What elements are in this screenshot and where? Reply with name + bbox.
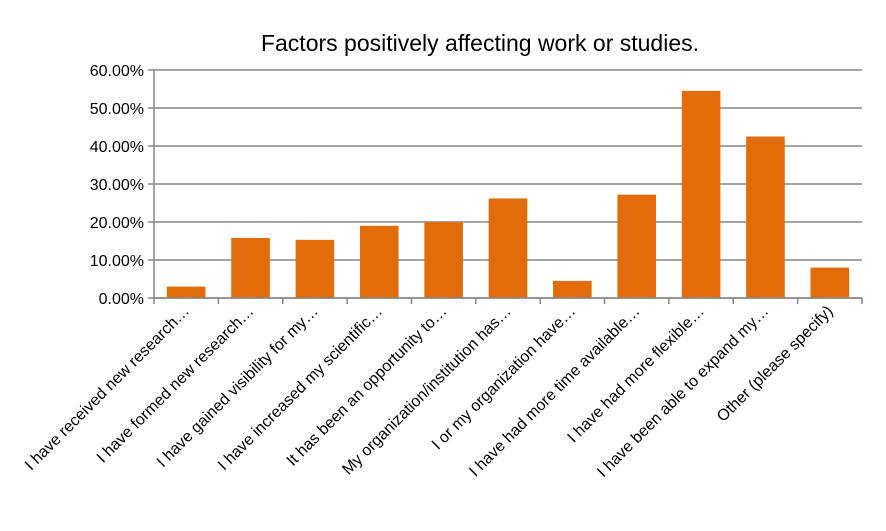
bar bbox=[231, 237, 270, 298]
bar bbox=[617, 194, 657, 298]
x-category-label: I have had more flexible… bbox=[564, 303, 707, 446]
y-tick-label: 20.00% bbox=[90, 215, 144, 232]
bar bbox=[553, 280, 592, 298]
chart-title: Factors positively affecting work or stu… bbox=[260, 30, 700, 56]
bar bbox=[488, 198, 528, 298]
bar bbox=[810, 267, 850, 298]
bar bbox=[359, 225, 399, 298]
y-tick-label: 0.00% bbox=[99, 291, 144, 308]
bar bbox=[295, 239, 335, 298]
y-tick-label: 30.00% bbox=[90, 177, 144, 194]
y-tick-label: 60.00% bbox=[90, 63, 144, 80]
bar bbox=[681, 90, 721, 299]
bar bbox=[424, 222, 463, 298]
y-tick-label: 10.00% bbox=[90, 253, 144, 270]
y-tick-label: 50.00% bbox=[90, 101, 144, 118]
x-category-label: Other (please specify) bbox=[714, 303, 837, 426]
y-tick-label: 40.00% bbox=[90, 139, 144, 156]
bar bbox=[746, 136, 785, 298]
bar bbox=[166, 286, 206, 298]
